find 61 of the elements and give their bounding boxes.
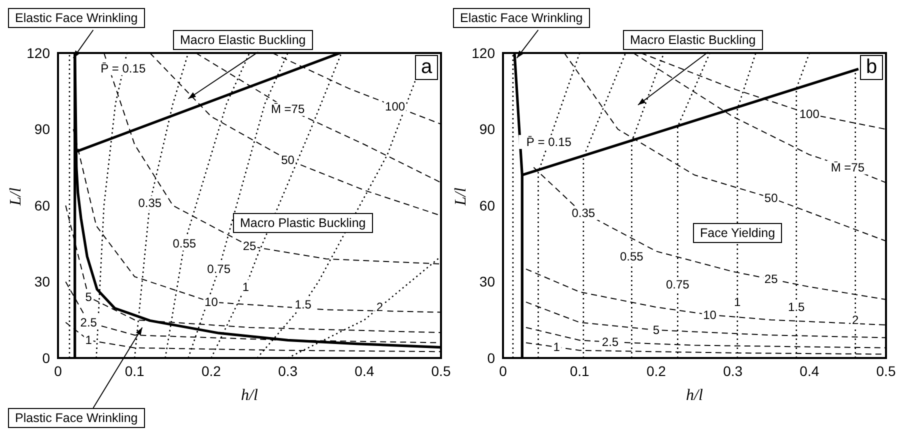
annotation: 1	[734, 295, 742, 310]
x-tick-label: 0.3	[278, 362, 298, 379]
y-tick-label: 90	[34, 121, 50, 138]
y-tick-label: 120	[26, 44, 50, 61]
annotation: 5	[652, 323, 660, 338]
annotation: 2.5	[80, 315, 98, 330]
annotation: 0.75	[666, 277, 690, 292]
annotation: 5	[85, 290, 92, 304]
x-tick-label: 0.1	[124, 362, 145, 379]
annotation: 0.55	[172, 236, 196, 251]
annotation: Plastic Face Wrinkling	[8, 408, 145, 428]
annotation: 10	[204, 295, 218, 310]
y-axis-title: L/l	[452, 187, 470, 206]
annotation: a	[415, 55, 438, 80]
annotation: 1	[242, 280, 250, 294]
annotation: b	[860, 55, 884, 80]
x-tick-label: 0	[54, 362, 62, 379]
x-tick-label: 0.4	[800, 362, 820, 379]
y-axis-title: L/l	[8, 187, 25, 206]
y-tick-label: 0	[42, 350, 50, 366]
y-tick-label: 30	[479, 274, 496, 290]
annotation: 0.35	[138, 196, 162, 210]
annotation: Face Yielding	[693, 223, 782, 243]
annotation: M̄ =75	[270, 102, 305, 116]
annotation: 50	[281, 152, 295, 167]
annotation: Elastic Face Wrinkling	[8, 8, 145, 28]
annotation: 0.35	[572, 206, 596, 220]
annotation: 1	[85, 333, 92, 348]
annotation: 0.55	[620, 249, 644, 264]
annotation: Macro Elastic Buckling	[173, 30, 313, 50]
annotation: Elastic Face Wrinkling	[453, 8, 590, 28]
y-tick-label: 90	[479, 121, 496, 138]
annotation: P̄ = 0.15	[526, 134, 572, 149]
x-tick-label: 0	[499, 362, 508, 379]
annotation: P̄ = 0.15	[100, 61, 146, 76]
annotation: 0.75	[207, 262, 231, 276]
y-tick-label: 0	[487, 350, 496, 366]
y-tick-label: 30	[34, 274, 50, 290]
annotation: 10	[703, 308, 717, 322]
annotation: 1	[553, 340, 560, 354]
x-tick-label: 0.3	[723, 362, 743, 379]
x-axis-title: h/l	[686, 387, 704, 404]
y-tick-label: 60	[34, 197, 50, 214]
annotation: 2.5	[602, 334, 619, 349]
y-tick-label: 120	[472, 44, 496, 61]
annotation: Macro Plastic Buckling	[233, 213, 373, 233]
annotation: 100	[799, 107, 820, 121]
x-tick-label: 0.1	[570, 362, 590, 379]
annotation: M̄ =75	[830, 160, 865, 174]
x-axis-title: h/l	[241, 387, 258, 404]
annotation: 25	[242, 239, 256, 254]
annotation: 1.5	[788, 300, 806, 314]
x-tick-label: 0.2	[201, 362, 222, 379]
text: Macro Elastic Buckling	[623, 30, 763, 50]
x-tick-label: 0.5	[431, 362, 451, 379]
x-tick-label: 0.5	[876, 362, 896, 379]
x-tick-label: 0.2	[646, 362, 666, 379]
annotation: 50	[764, 190, 778, 205]
annotation: 25	[764, 272, 778, 286]
y-tick-label: 60	[479, 197, 496, 214]
x-tick-label: 0.4	[354, 362, 374, 379]
